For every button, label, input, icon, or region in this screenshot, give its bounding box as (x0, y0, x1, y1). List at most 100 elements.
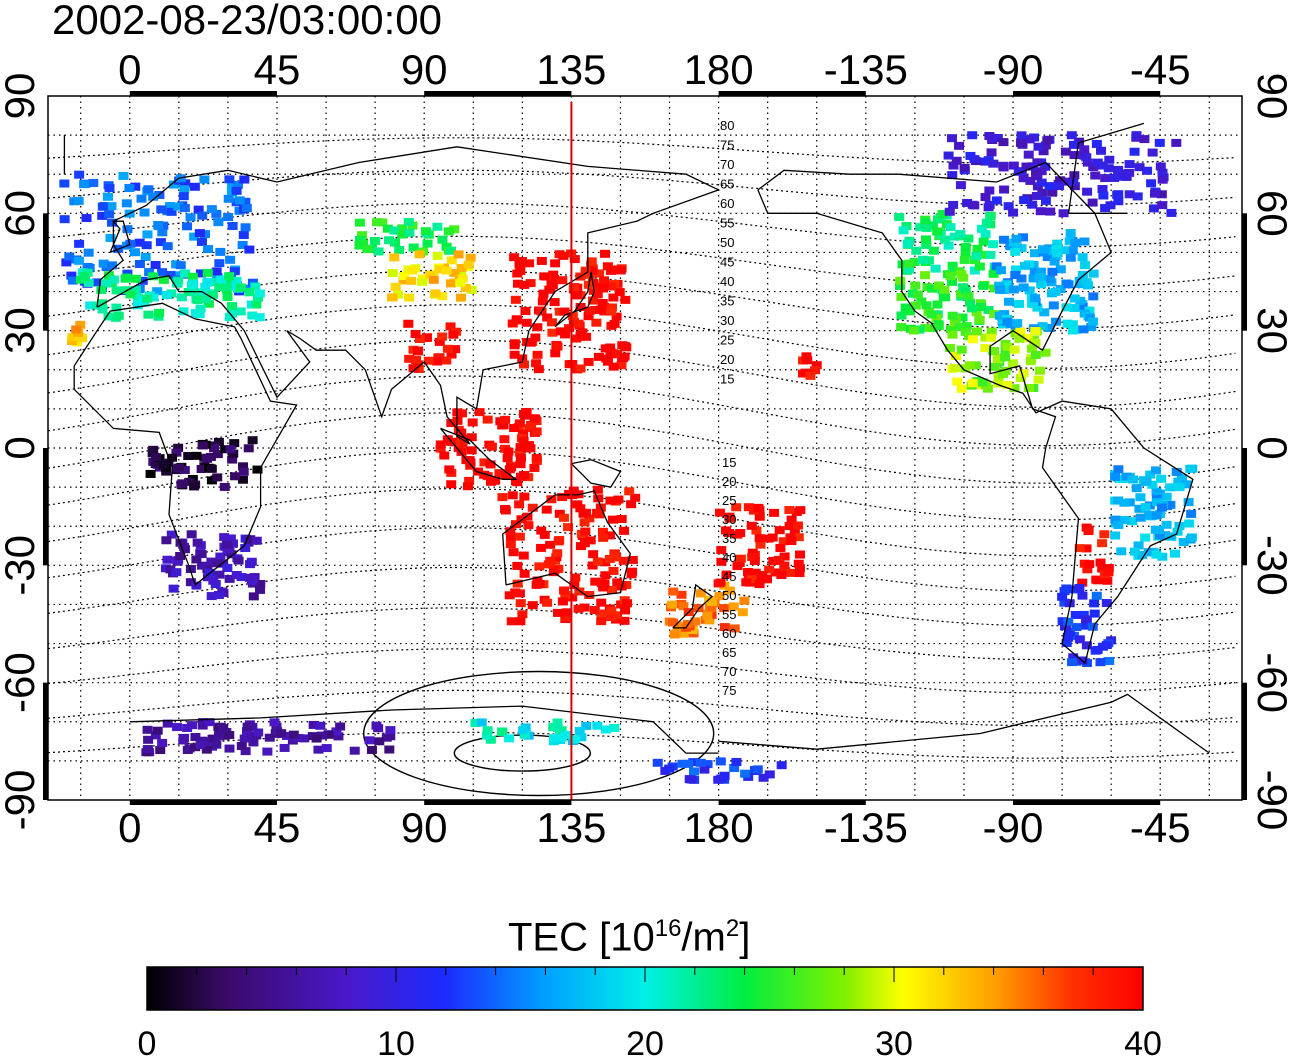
tec-cell (190, 732, 201, 741)
tec-cell (441, 356, 452, 365)
colorbar-tick-label: 30 (875, 1025, 913, 1057)
tec-cell (387, 269, 398, 278)
contour-label: 60 (720, 196, 734, 211)
tec-cell (615, 266, 626, 275)
tec-cell (1003, 202, 1014, 211)
tec-cell (166, 530, 177, 539)
tec-cell (992, 133, 1003, 142)
tec-cell (598, 533, 609, 542)
tec-cell (1008, 208, 1019, 217)
tec-cell (158, 221, 169, 230)
tec-cell (518, 360, 529, 369)
tec-cell (967, 304, 978, 313)
tec-cell (362, 245, 373, 254)
tec-cell (532, 323, 543, 332)
tec-cell (507, 319, 518, 328)
tec-cell (1013, 167, 1024, 176)
tec-cell (150, 453, 161, 462)
tec-cell (1033, 375, 1044, 384)
tec-cell (608, 293, 619, 302)
tec-cell (1078, 610, 1089, 619)
tec-cell (967, 379, 978, 388)
tec-cell (212, 473, 223, 482)
tec-cell (1065, 253, 1076, 262)
tec-cell (150, 260, 161, 269)
tec-cell (408, 243, 419, 252)
tec-cell (563, 523, 574, 532)
tec-cell (529, 463, 540, 472)
tec-cell (983, 305, 994, 314)
tec-cell (1145, 470, 1156, 479)
tec-cell (989, 362, 1000, 371)
tec-cell (531, 359, 542, 368)
tec-cell (239, 734, 250, 743)
tec-cell (254, 289, 265, 298)
tec-cell (1112, 190, 1123, 199)
tec-cell (1077, 578, 1088, 587)
tec-cell (980, 344, 991, 353)
tec-cell (1110, 531, 1121, 540)
tec-cell (1092, 158, 1103, 167)
tec-cell (1069, 304, 1080, 313)
tec-cell (770, 568, 781, 577)
tec-cell (605, 266, 616, 275)
tec-cell (1132, 192, 1143, 201)
tec-cell (1067, 246, 1078, 255)
tec-cell (622, 599, 633, 608)
tec-cell (59, 215, 70, 224)
tec-cell (564, 489, 575, 498)
tec-cell (1036, 178, 1047, 187)
tec-cell (548, 270, 559, 279)
tec-cell (204, 718, 215, 727)
contour-line (48, 607, 1236, 661)
tec-cell (366, 745, 377, 754)
tec-cell (928, 324, 939, 333)
tec-cell (695, 589, 706, 598)
tec-cell (976, 302, 987, 311)
tec-cell (1143, 548, 1154, 557)
tec-cell (1095, 558, 1106, 567)
tec-cell (445, 279, 456, 288)
tec-cell (578, 509, 589, 518)
lat-tick-right: 0 (1249, 436, 1292, 459)
tec-cell (186, 530, 197, 539)
tec-cell (1042, 136, 1053, 145)
tec-cell (755, 540, 766, 549)
tec-cell (252, 465, 263, 474)
tec-cell (1037, 245, 1048, 254)
tec-cell (917, 255, 928, 264)
tec-cell (1137, 550, 1148, 559)
tec-cell (417, 277, 428, 286)
tec-cell (106, 261, 117, 270)
tec-cell (158, 275, 169, 284)
tec-cell (229, 439, 240, 448)
tec-cell (506, 532, 517, 541)
tec-cell (1089, 609, 1100, 618)
tec-cell (98, 259, 109, 268)
tec-cell (512, 279, 523, 288)
tec-cell (1075, 296, 1086, 305)
tec-cell (1044, 275, 1055, 284)
contour-line (48, 304, 1236, 369)
tec-cell (531, 427, 542, 436)
tec-cell (180, 179, 191, 188)
tec-cell (1181, 480, 1192, 489)
tec-cell (1079, 145, 1090, 154)
tec-cell (573, 604, 584, 613)
tec-cell (165, 270, 176, 279)
tec-cell (1184, 519, 1195, 528)
tec-cell (67, 276, 78, 285)
tec-cell (197, 561, 208, 570)
frame-bar (1013, 800, 1161, 805)
tec-cell (389, 226, 400, 235)
tec-cell (704, 616, 715, 625)
tec-cell (988, 269, 999, 278)
tec-cell (549, 733, 560, 742)
tec-cell (122, 225, 133, 234)
tec-cell (1005, 319, 1016, 328)
tec-cell (960, 364, 971, 373)
tec-cell (1011, 265, 1022, 274)
tec-cell (794, 569, 805, 578)
tec-cell (616, 514, 627, 523)
tec-cell (972, 244, 983, 253)
